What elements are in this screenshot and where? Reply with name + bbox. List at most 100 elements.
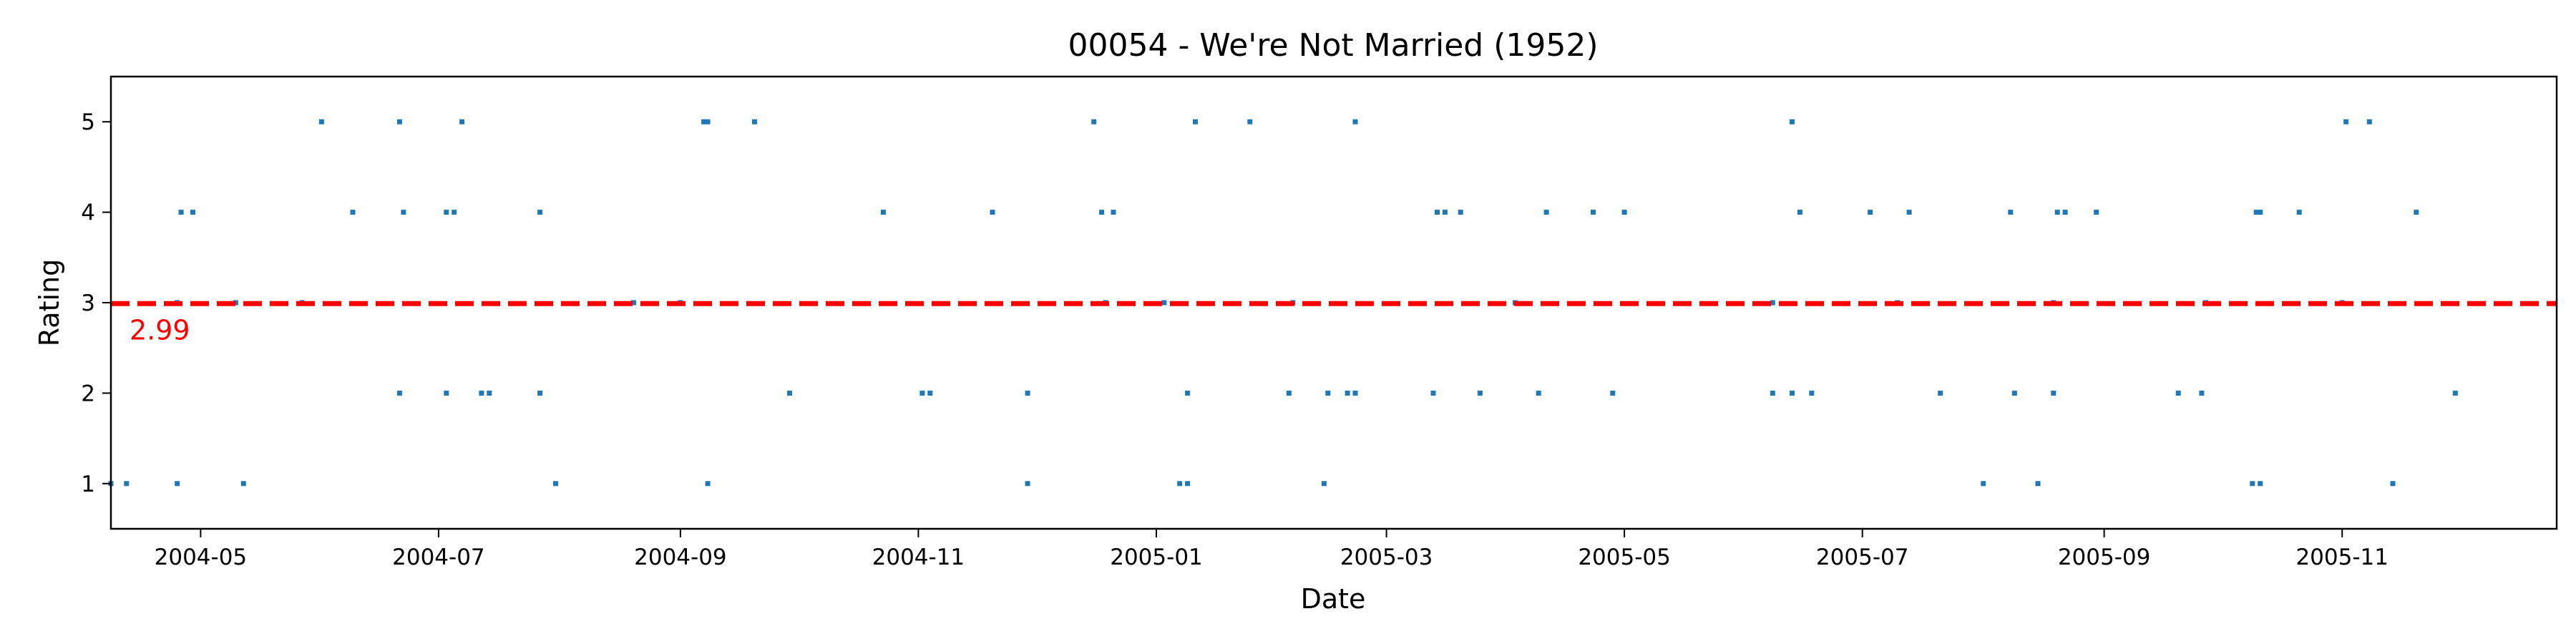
data-point-94 xyxy=(2390,481,2396,487)
data-point-46 xyxy=(1286,390,1292,396)
data-point-43 xyxy=(1185,390,1191,396)
data-point-55 xyxy=(1442,210,1448,215)
data-point-73 xyxy=(1938,390,1943,396)
x-tick-label-2: 2004-09 xyxy=(634,545,727,570)
x-tick-label-5: 2005-03 xyxy=(1340,545,1433,570)
data-point-83 xyxy=(2175,390,2181,396)
data-point-86 xyxy=(2250,481,2255,487)
data-point-50 xyxy=(1345,390,1350,396)
data-point-13 xyxy=(401,210,406,215)
data-point-45 xyxy=(1247,119,1253,125)
data-point-84 xyxy=(2199,390,2205,396)
data-point-65 xyxy=(1770,300,1775,306)
data-point-29 xyxy=(787,390,792,396)
data-point-22 xyxy=(553,481,558,487)
data-point-87 xyxy=(2253,210,2259,215)
data-point-53 xyxy=(1430,390,1436,396)
data-point-44 xyxy=(1193,119,1198,125)
data-point-1 xyxy=(124,481,130,487)
data-point-38 xyxy=(1111,210,1116,215)
data-point-23 xyxy=(631,300,636,306)
data-point-69 xyxy=(1809,390,1815,396)
data-point-40 xyxy=(1161,300,1167,306)
data-point-95 xyxy=(2414,210,2419,215)
y-tick-label-0: 1 xyxy=(81,472,95,497)
data-point-59 xyxy=(1536,390,1541,396)
x-tick-label-3: 2004-11 xyxy=(872,545,965,570)
y-tick-label-4: 5 xyxy=(81,109,95,135)
data-point-88 xyxy=(2258,210,2263,215)
data-point-92 xyxy=(2343,119,2349,125)
data-point-27 xyxy=(705,481,711,487)
data-point-68 xyxy=(1797,210,1802,215)
data-point-96 xyxy=(2452,390,2458,396)
y-tick-label-3: 4 xyxy=(81,200,95,226)
data-point-20 xyxy=(537,210,543,215)
data-point-15 xyxy=(444,210,449,215)
data-point-74 xyxy=(1981,481,1986,487)
data-point-82 xyxy=(2094,210,2099,215)
x-tick-label-7: 2005-07 xyxy=(1816,545,1909,570)
data-point-36 xyxy=(1091,119,1097,125)
y-tick-label-1: 2 xyxy=(81,381,95,406)
x-tick-label-8: 2005-09 xyxy=(2058,545,2151,570)
data-point-61 xyxy=(1591,210,1596,215)
y-axis-label: Rating xyxy=(34,259,65,347)
data-point-54 xyxy=(1435,210,1440,215)
x-axis-label: Date xyxy=(1301,583,1366,615)
data-point-90 xyxy=(2296,210,2302,215)
data-point-14 xyxy=(444,390,449,396)
data-point-30 xyxy=(880,210,886,215)
data-point-77 xyxy=(2035,481,2041,487)
data-point-3 xyxy=(175,481,180,487)
x-tick-label-0: 2004-05 xyxy=(155,545,248,570)
data-point-35 xyxy=(1025,481,1030,487)
data-point-32 xyxy=(927,390,933,396)
data-point-31 xyxy=(919,390,925,396)
data-point-57 xyxy=(1477,390,1483,396)
data-point-56 xyxy=(1458,210,1463,215)
data-point-34 xyxy=(1025,390,1030,396)
data-point-26 xyxy=(705,119,711,125)
data-point-7 xyxy=(240,481,246,487)
data-point-93 xyxy=(2366,119,2372,125)
data-point-10 xyxy=(350,210,356,215)
y-tick-label-2: 3 xyxy=(81,291,95,316)
data-point-6 xyxy=(233,300,238,306)
data-point-41 xyxy=(1177,481,1183,487)
x-tick-label-9: 2005-11 xyxy=(2296,545,2389,570)
data-point-21 xyxy=(537,390,543,396)
data-point-49 xyxy=(1325,390,1331,396)
data-point-76 xyxy=(2011,390,2017,396)
data-point-16 xyxy=(452,210,457,215)
data-point-80 xyxy=(2054,210,2060,215)
data-point-11 xyxy=(396,119,402,125)
data-point-66 xyxy=(1790,390,1795,396)
data-point-89 xyxy=(2258,481,2263,487)
data-point-78 xyxy=(2051,390,2057,396)
data-point-12 xyxy=(396,390,402,396)
data-point-4 xyxy=(178,210,184,215)
data-point-19 xyxy=(487,390,492,396)
x-tick-label-4: 2005-01 xyxy=(1110,545,1203,570)
data-point-52 xyxy=(1352,119,1358,125)
data-point-5 xyxy=(190,210,195,215)
data-point-81 xyxy=(2062,210,2068,215)
mean-value-label: 2.99 xyxy=(130,314,190,346)
data-point-25 xyxy=(701,119,707,125)
data-point-42 xyxy=(1185,481,1191,487)
data-point-72 xyxy=(1906,210,1912,215)
data-point-63 xyxy=(1621,210,1627,215)
x-tick-label-6: 2005-05 xyxy=(1578,545,1671,570)
data-point-67 xyxy=(1790,119,1795,125)
data-point-48 xyxy=(1321,481,1327,487)
data-point-60 xyxy=(1543,210,1549,215)
data-point-18 xyxy=(479,390,484,396)
data-point-9 xyxy=(318,119,324,125)
data-point-28 xyxy=(752,119,757,125)
data-point-62 xyxy=(1610,390,1616,396)
data-point-64 xyxy=(1770,390,1775,396)
plot-area xyxy=(108,119,2557,487)
